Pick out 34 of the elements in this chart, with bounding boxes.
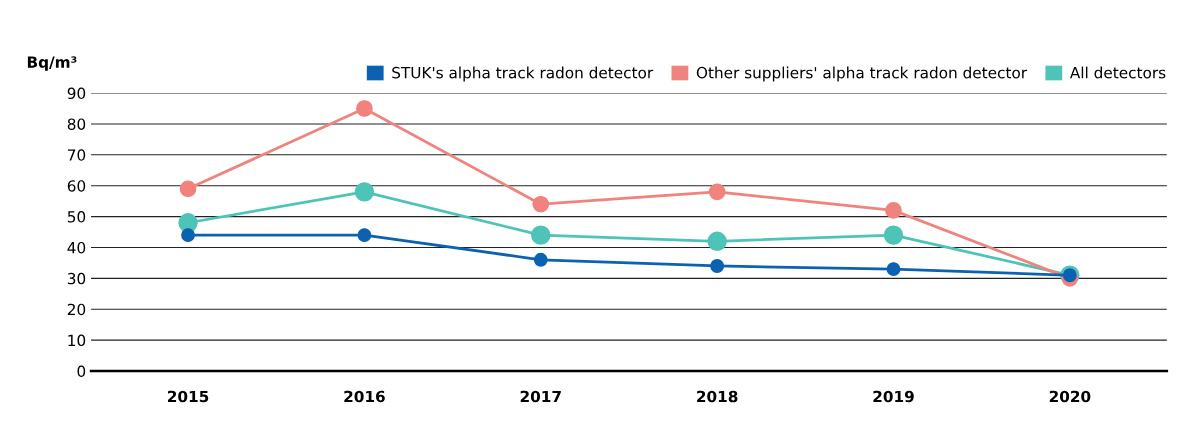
y-tick-label: 80 [67,118,86,130]
y-tick-label: 30 [67,272,86,285]
point [179,180,197,198]
legend-label: STUK's alpha track radon detector [392,66,654,82]
point [708,183,726,201]
y-axis-title: Bq/m³ [27,56,77,71]
point [181,228,195,243]
point [885,202,902,219]
point [532,195,550,213]
y-tick-label: 70 [68,149,86,161]
point [356,100,373,117]
legend-label: All detectors [1069,66,1166,79]
point [886,262,901,277]
y-tick-label: 0 [77,365,86,377]
point [354,182,375,202]
point [533,252,548,267]
x-tick-label: 2019 [873,390,914,403]
x-tick-label: 2015 [167,390,209,403]
x-tick-label: 2016 [344,390,385,403]
y-tick-label: 90 [67,87,86,100]
point [531,225,551,245]
x-tick-label: 2017 [520,390,561,403]
point [357,228,372,243]
x-tick-label: 2020 [1049,390,1091,403]
y-tick-label: 10 [68,334,86,347]
y-tick-label: 20 [67,303,86,316]
y-tick-label: 60 [67,180,86,192]
legend-label: Other suppliers' alpha track radon detector [696,66,1028,82]
y-tick-label: 50 [67,211,86,223]
point [883,225,904,245]
x-tick-label: 2018 [697,390,738,403]
y-tick-label: 40 [67,241,86,254]
point [707,231,727,252]
point [710,259,725,273]
